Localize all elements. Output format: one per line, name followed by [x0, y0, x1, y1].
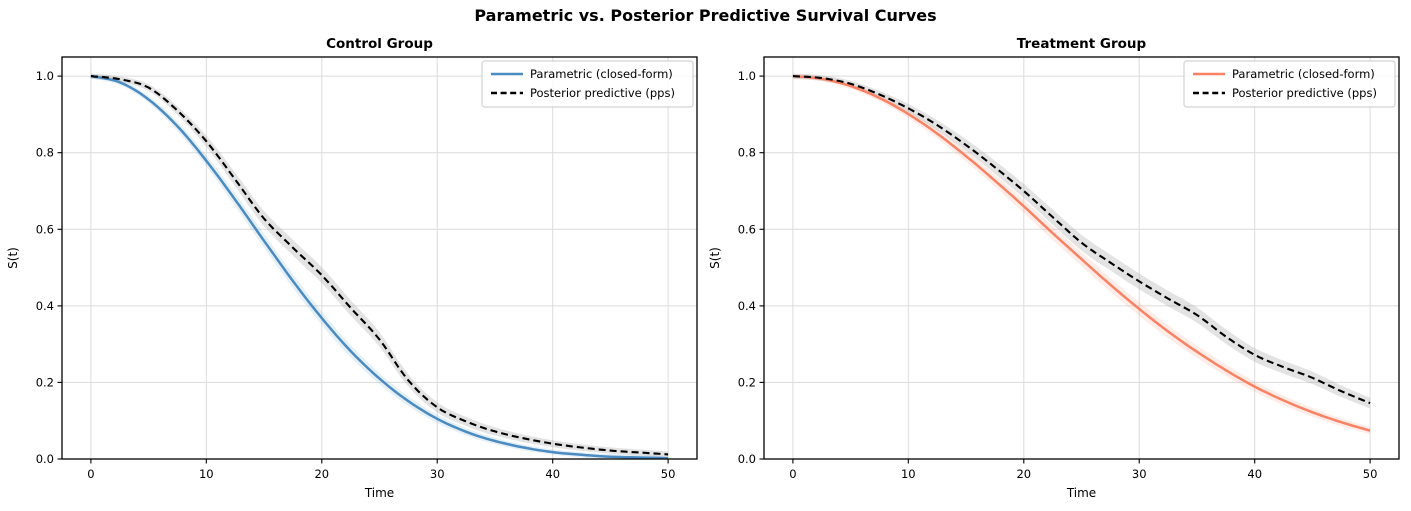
legend-label: Posterior predictive (pps) — [530, 86, 675, 100]
figure-title: Parametric vs. Posterior Predictive Surv… — [474, 6, 937, 25]
uncertainty-band-parametric — [90, 73, 669, 460]
y-tick-label: 0.2 — [36, 375, 54, 389]
uncertainty-band-parametric — [792, 73, 1371, 435]
subplot-title: Control Group — [326, 36, 433, 52]
x-tick-label: 20 — [1016, 467, 1031, 481]
y-tick-label: 0.4 — [36, 299, 54, 313]
y-tick-label: 0.6 — [738, 222, 756, 236]
y-tick-label: 0.6 — [36, 222, 54, 236]
y-tick-label: 0.0 — [738, 452, 756, 466]
subplot-title: Treatment Group — [1017, 36, 1147, 52]
curve-pps — [792, 75, 1371, 405]
x-tick-label: 0 — [87, 467, 94, 481]
x-tick-label: 30 — [430, 467, 445, 481]
legend-label: Parametric (closed-form) — [530, 67, 673, 81]
x-axis-label: Time — [364, 486, 394, 500]
y-tick-label: 0.8 — [738, 146, 756, 160]
legend-label: Parametric (closed-form) — [1232, 67, 1375, 81]
y-tick-label: 0.2 — [738, 375, 756, 389]
curve-pps — [90, 75, 669, 456]
curve-parametric — [792, 74, 1371, 432]
x-tick-label: 50 — [1363, 467, 1378, 481]
x-tick-label: 50 — [661, 467, 676, 481]
y-tick-label: 0.0 — [36, 452, 54, 466]
y-axis-label: S(t) — [6, 247, 20, 269]
uncertainty-band-pps — [792, 73, 1371, 409]
y-tick-label: 0.4 — [738, 299, 756, 313]
legend-label: Posterior predictive (pps) — [1232, 86, 1377, 100]
x-tick-label: 30 — [1132, 467, 1147, 481]
y-axis-label: S(t) — [708, 247, 722, 269]
x-tick-label: 10 — [199, 467, 214, 481]
control-group-plot: 0 10 20 30 40 50 0.0 0.2 0.4 0.6 0.8 1.0 Time S(t) Con… — [6, 36, 698, 500]
curve-parametric — [90, 74, 669, 460]
x-tick-label: 40 — [1247, 467, 1262, 481]
x-tick-label: 20 — [314, 467, 329, 481]
x-tick-label: 0 — [789, 467, 796, 481]
axes-frame — [61, 56, 698, 460]
y-tick-label: 1.0 — [36, 69, 54, 83]
x-tick-label: 10 — [901, 467, 916, 481]
uncertainty-band-pps — [90, 73, 669, 458]
legend — [481, 60, 694, 108]
x-tick-label: 40 — [545, 467, 560, 481]
axes-frame — [763, 56, 1400, 460]
y-tick-label: 1.0 — [738, 69, 756, 83]
legend — [1183, 60, 1396, 108]
treatment-group-plot: 0 10 20 30 40 50 0.0 0.2 0.4 0.6 0.8 1.0 Time S(t) Tre… — [708, 36, 1400, 500]
x-axis-label: Time — [1066, 486, 1096, 500]
y-tick-label: 0.8 — [36, 146, 54, 160]
